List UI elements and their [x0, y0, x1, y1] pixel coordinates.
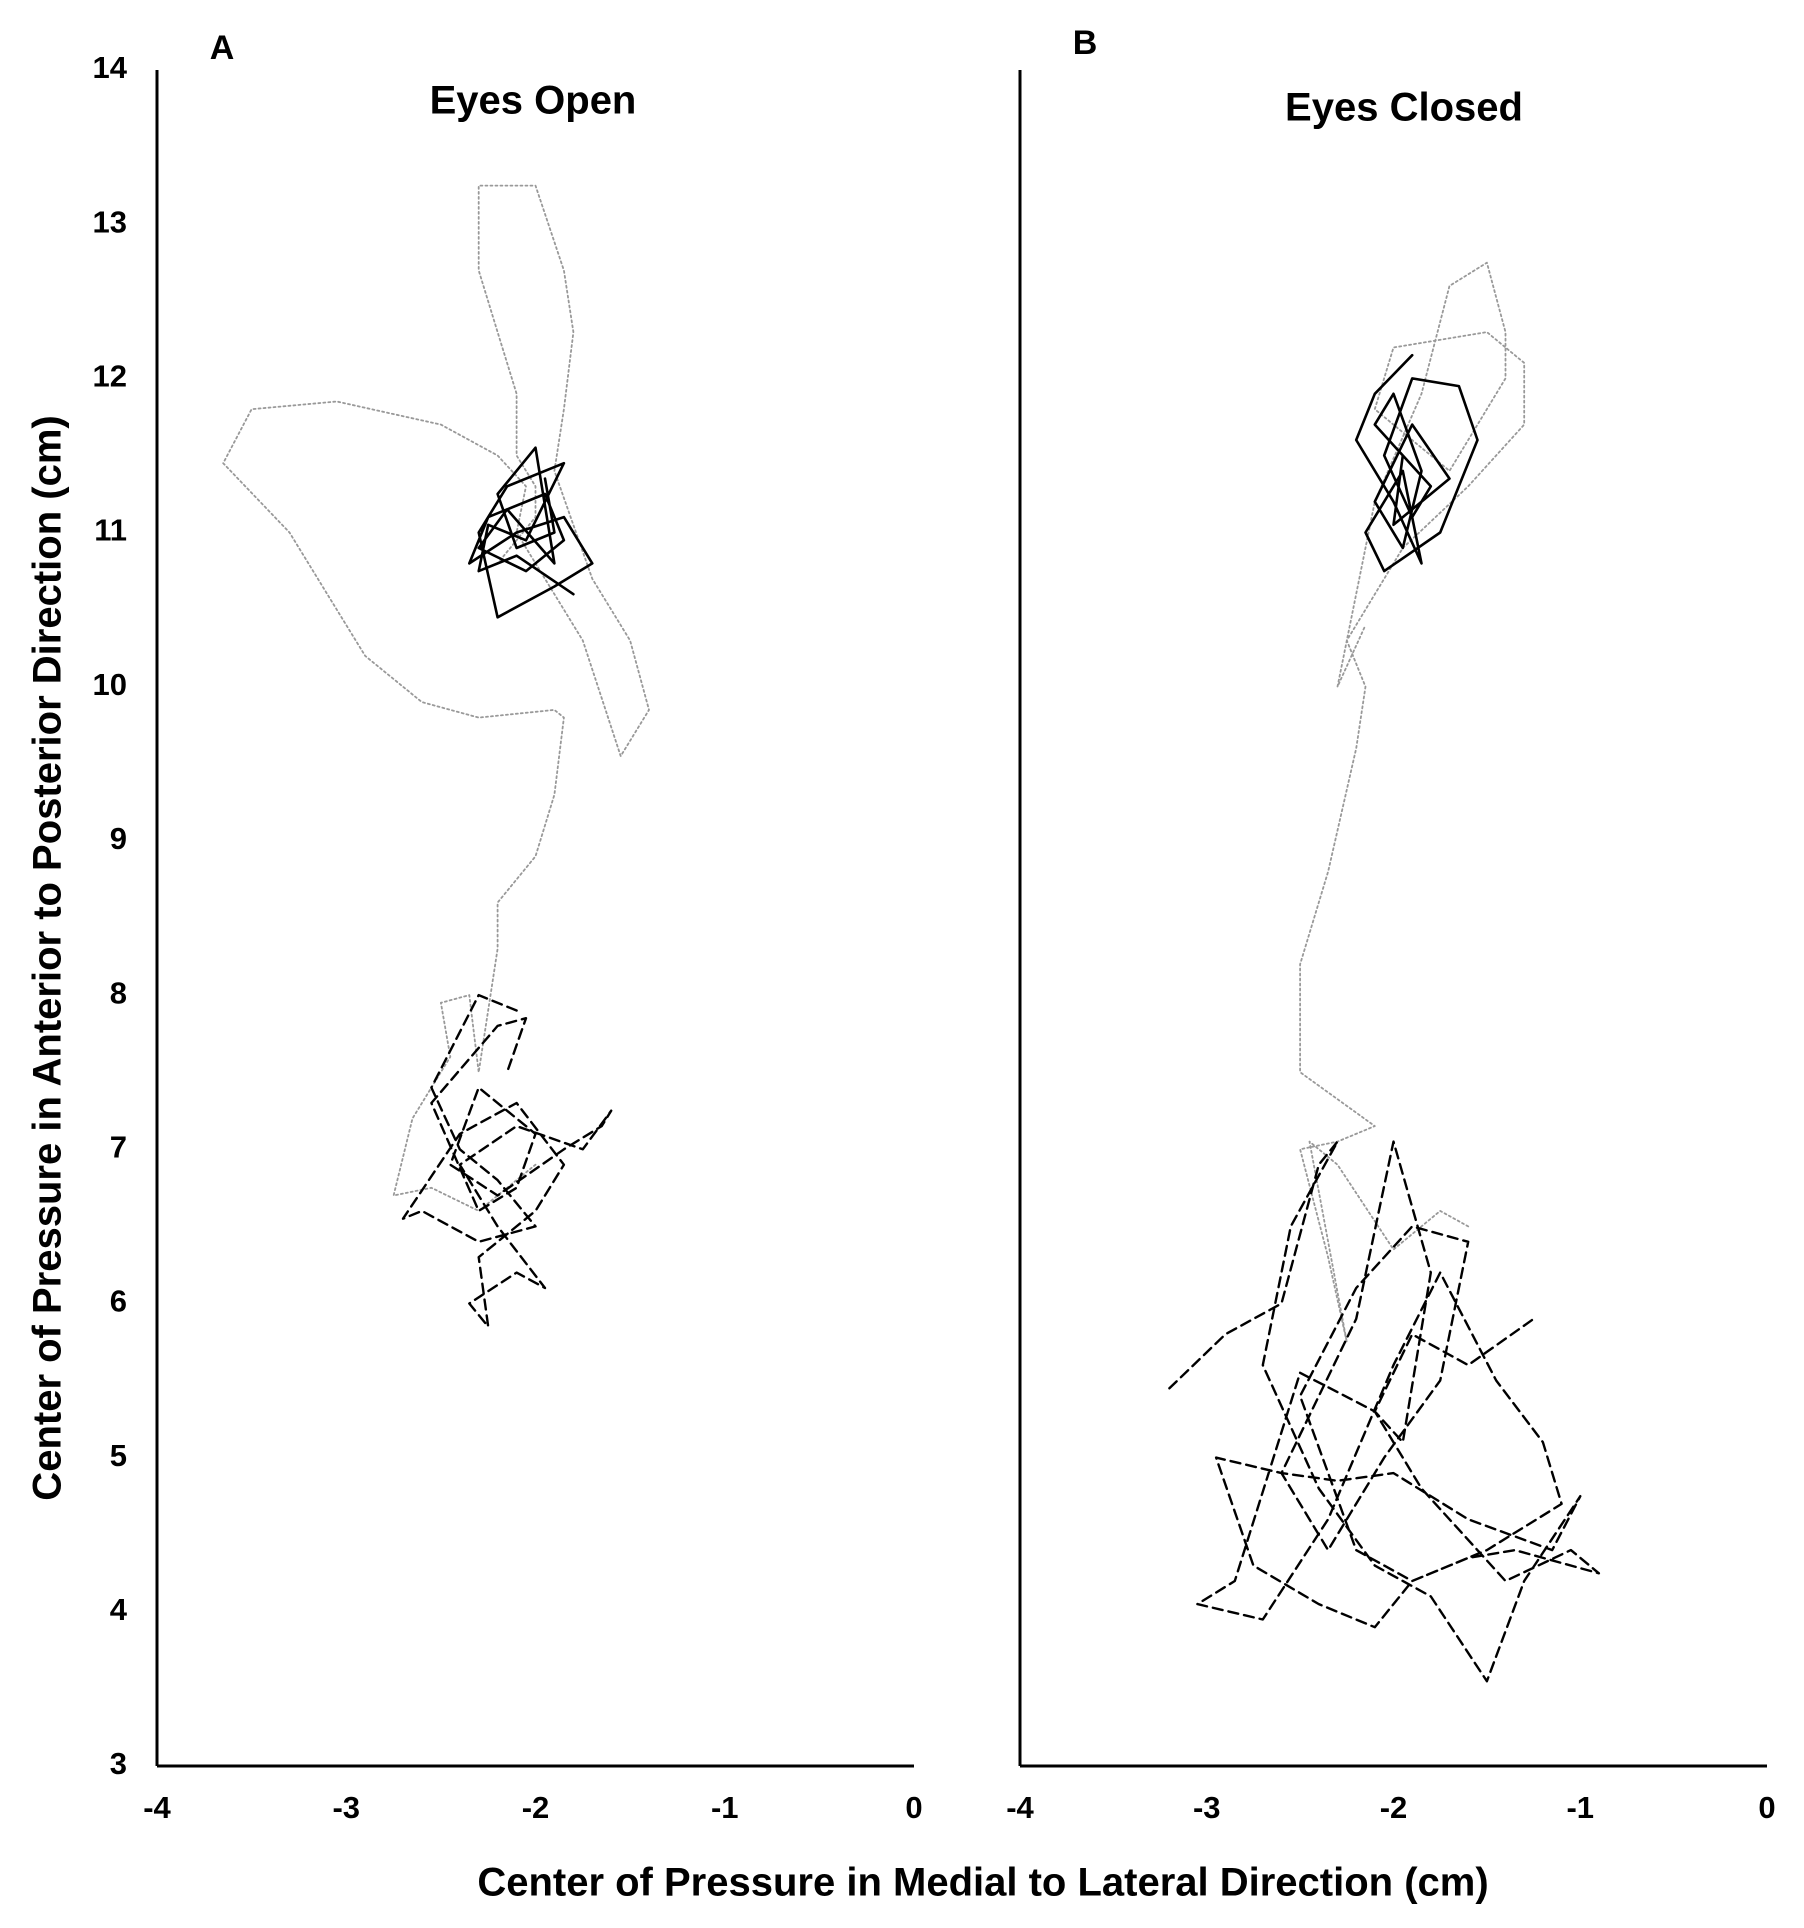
trace-dotted	[222, 184, 650, 1212]
trace-solid	[468, 446, 594, 619]
x-tick-label: -1	[711, 1790, 739, 1825]
chart-title: Eyes Open	[430, 79, 637, 123]
y-tick-label: 10	[93, 667, 127, 702]
y-axis-label: Center of Pressure in Anterior to Poster…	[26, 415, 70, 1500]
x-tick-label: 0	[905, 1790, 922, 1825]
x-tick-label: -2	[1380, 1790, 1408, 1825]
y-tick-label: 4	[110, 1592, 128, 1627]
y-tick-label: 8	[110, 975, 127, 1010]
y-tick-label: 12	[93, 359, 127, 394]
x-tick-label: -3	[1193, 1790, 1221, 1825]
panel-label: B	[1073, 24, 1098, 62]
y-tick-label: 9	[110, 821, 127, 856]
trace-solid	[1354, 353, 1479, 573]
trace-dashed	[1168, 1140, 1601, 1683]
y-tick-label: 3	[110, 1746, 127, 1781]
x-tick-label: -1	[1566, 1790, 1594, 1825]
y-tick-label: 13	[93, 204, 127, 239]
y-tick-label: 14	[93, 50, 128, 85]
x-tick-label: -4	[143, 1790, 171, 1825]
trace-dotted	[1299, 261, 1526, 1343]
trace-dashed	[401, 993, 613, 1328]
y-tick-label: 6	[110, 1284, 127, 1319]
y-tick-label: 11	[94, 513, 127, 548]
x-tick-label: -3	[332, 1790, 360, 1825]
x-tick-label: -2	[522, 1790, 550, 1825]
chart-title: Eyes Closed	[1285, 86, 1523, 130]
y-tick-label: 5	[110, 1438, 127, 1473]
x-axis-label: Center of Pressure in Medial to Lateral …	[477, 1861, 1488, 1905]
x-tick-label: -4	[1006, 1790, 1034, 1825]
y-tick-label: 7	[110, 1129, 127, 1164]
x-tick-label: 0	[1758, 1790, 1775, 1825]
panel-label: A	[210, 29, 235, 67]
